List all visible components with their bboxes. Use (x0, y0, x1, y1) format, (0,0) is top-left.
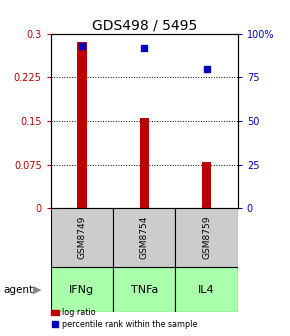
Bar (51, 208, 113, 267)
Text: IL4: IL4 (198, 285, 215, 295)
Title: GDS498 / 5495: GDS498 / 5495 (92, 18, 197, 33)
Text: IFNg: IFNg (69, 285, 95, 295)
Text: GSM8749: GSM8749 (77, 216, 86, 259)
Bar (139, 118, 149, 208)
Bar (77, 42, 87, 208)
Bar (113, 267, 175, 312)
Text: agent: agent (3, 285, 33, 295)
Text: ▶: ▶ (33, 285, 42, 295)
Legend: log ratio, percentile rank within the sample: log ratio, percentile rank within the sa… (48, 305, 201, 332)
Text: TNFa: TNFa (130, 285, 158, 295)
Text: GSM8754: GSM8754 (140, 216, 149, 259)
Bar (51, 267, 113, 312)
Bar (202, 162, 211, 208)
Text: GSM8759: GSM8759 (202, 216, 211, 259)
Bar (113, 208, 175, 267)
Bar (175, 208, 238, 267)
Bar (175, 267, 238, 312)
